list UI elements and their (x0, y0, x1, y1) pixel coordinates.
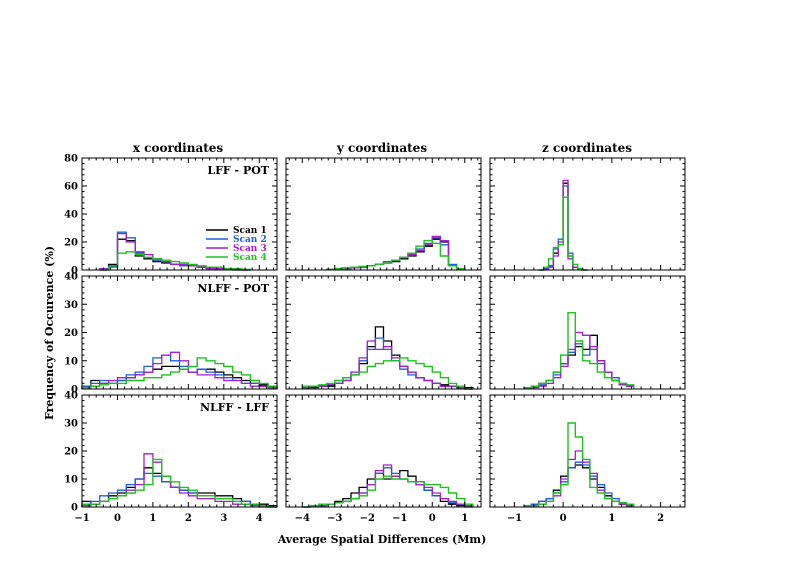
y-tick-label: 40 (64, 391, 78, 402)
series-scan-3-line (301, 340, 473, 390)
series-scan-4-line (81, 357, 278, 389)
y-tick-label: 0 (71, 503, 78, 514)
x-tick-label: −2 (360, 513, 375, 524)
x-tick-label: 0 (114, 513, 121, 524)
y-tick-label: 30 (64, 419, 78, 430)
panel-frame (489, 394, 686, 508)
panel-frame (489, 275, 686, 390)
panel-r0-c2 (489, 157, 686, 271)
series-scan-4-line (538, 196, 588, 271)
x-tick-label: −4 (295, 513, 310, 524)
y-tick-label: 0 (71, 385, 78, 396)
series-scan-2-line (523, 343, 635, 389)
legend-label: Scan 1 (233, 226, 267, 236)
panel-frame (285, 157, 482, 271)
x-tick-label: −1 (74, 513, 89, 524)
panel-r1-c1 (285, 275, 482, 390)
panel-title: NLFF - LFF (200, 401, 269, 414)
series-scan-4-line (99, 251, 252, 271)
series-scan-4-line (523, 312, 635, 389)
series-scan-4-line (81, 458, 277, 508)
series-scan-1-line (301, 326, 474, 389)
column-title-x: x coordinates (133, 141, 224, 155)
x-tick-label: 2 (185, 513, 192, 524)
legend-label: Scan 4 (233, 253, 267, 263)
series-scan-3-line (99, 232, 251, 271)
y-tick-label: 10 (64, 475, 78, 486)
legend-label: Scan 3 (233, 244, 267, 254)
x-tick-label: 4 (256, 513, 263, 524)
column-title-y: y coordinates (336, 141, 427, 155)
y-tick-label: 20 (64, 328, 78, 339)
panel-r0-c1 (285, 157, 482, 271)
x-tick-label: −3 (327, 513, 342, 524)
series-scan-3-line (81, 351, 278, 389)
panel-frame (285, 394, 482, 508)
x-axis-label: Average Spatial Differences (Mm) (277, 533, 487, 546)
series-scan-2-line (523, 461, 635, 507)
panel-r2-c2: −1 0 1 2 (489, 394, 686, 524)
series-scan-1-line (325, 238, 466, 270)
panel-title: NLFF - POT (197, 282, 269, 295)
x-tick-label: 1 (608, 513, 615, 524)
y-tick-label: 0 (71, 266, 78, 277)
y-tick-label: 40 (64, 272, 78, 283)
y-axis-label: Frequency of Occurence (%) (43, 246, 56, 420)
x-tick-label: 1 (461, 513, 468, 524)
x-tick-label: 2 (657, 513, 664, 524)
y-tick-label: 10 (64, 356, 78, 367)
y-tick-label: 80 (64, 154, 78, 165)
y-tick-label: 20 (64, 238, 78, 249)
x-tick-label: 0 (429, 513, 436, 524)
x-tick-label: −1 (392, 513, 407, 524)
series-scan-4-line (325, 239, 466, 270)
x-tick-label: 3 (220, 513, 227, 524)
series-scan-4-line (301, 357, 473, 390)
y-tick-label: 30 (64, 300, 78, 311)
series-scan-1-line (99, 238, 251, 271)
series-scan-3-line (302, 464, 474, 508)
panel-r1-c2 (489, 275, 686, 390)
x-tick-label: 1 (149, 513, 156, 524)
series-scan-4-line (523, 422, 635, 507)
series-scan-4-line (302, 475, 474, 508)
y-tick-label: 20 (64, 447, 78, 458)
panel-frame (489, 157, 686, 271)
y-tick-label: 40 (64, 210, 78, 221)
x-tick-label: −1 (507, 513, 522, 524)
y-tick-label: 60 (64, 182, 78, 193)
panel-r2-c1: −4 −3 −2 −1 0 1 (285, 394, 482, 524)
series-scan-2-line (301, 337, 473, 390)
column-title-z: z coordinates (542, 141, 632, 155)
legend-label: Scan 2 (233, 235, 267, 245)
panel-r1-c0: 0 10 20 30 40 NLFF - POT (64, 272, 278, 396)
x-tick-label: 0 (560, 513, 567, 524)
panel-title: LFF - POT (207, 164, 269, 177)
